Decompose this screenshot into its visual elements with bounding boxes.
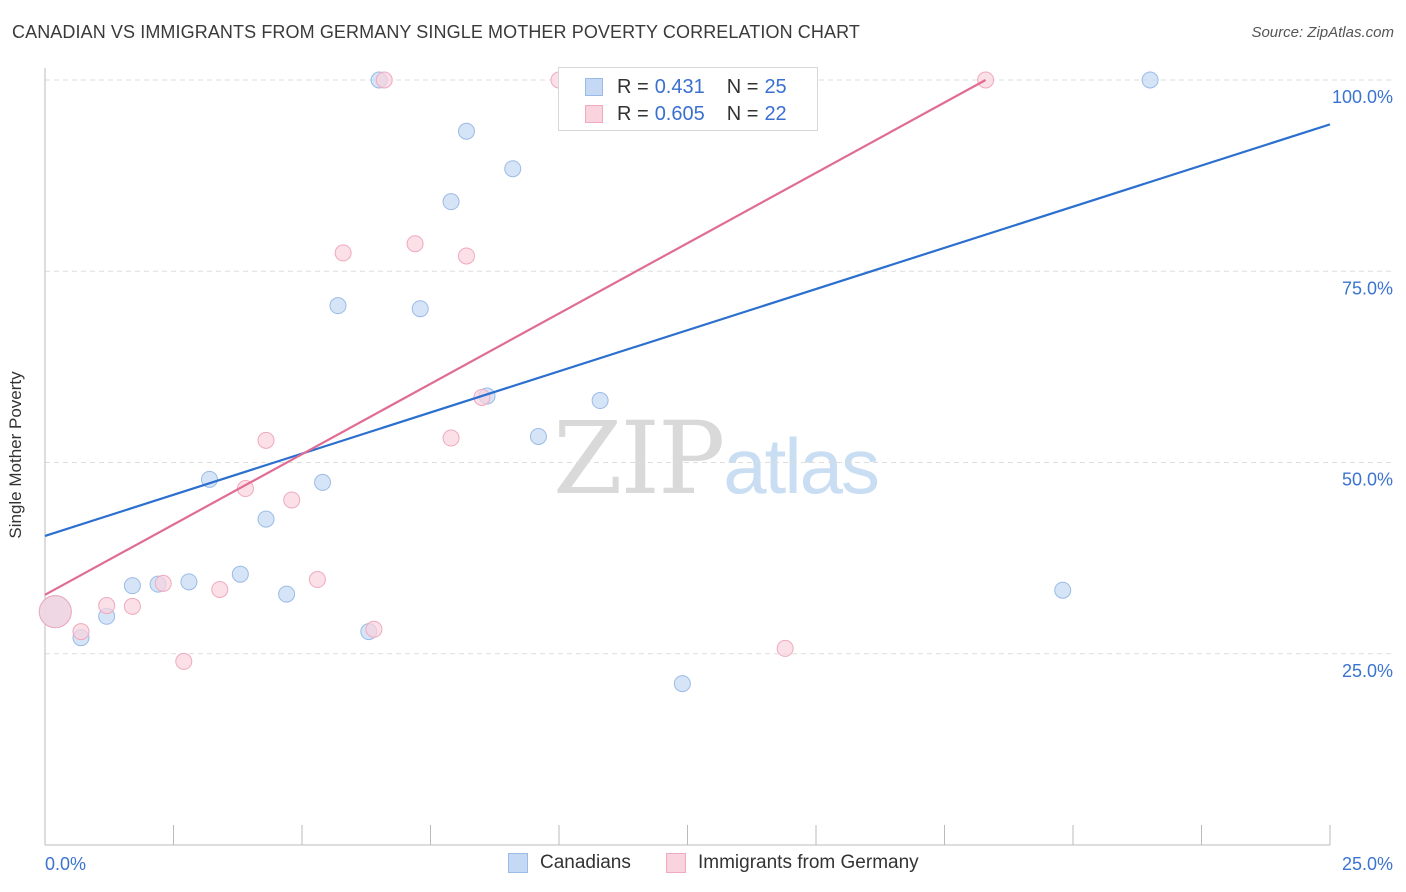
data-point-immigrants-germany: [365, 620, 383, 638]
legend-row-canadians: R = 0.431 N = 25: [585, 75, 787, 99]
x-tick-label: 0.0%: [45, 854, 86, 874]
data-point-canadians: [180, 573, 198, 591]
data-point-canadians: [411, 300, 429, 318]
data-point-immigrants-germany: [334, 244, 352, 262]
legend-swatch-pink: [585, 105, 603, 123]
data-point-immigrants-germany: [442, 429, 460, 447]
legend-item-canadians: Canadians: [508, 852, 631, 874]
data-point-canadians: [257, 510, 275, 528]
data-point-canadians: [1054, 581, 1072, 599]
data-point-canadians: [200, 470, 218, 488]
data-point-immigrants-germany: [257, 431, 275, 449]
legend-row-immigrants-germany: R = 0.605 N = 22: [585, 102, 787, 126]
data-point-immigrants-germany: [457, 247, 475, 265]
data-point-canadians: [457, 122, 475, 140]
legend-n-value: 25: [764, 75, 787, 98]
data-point-canadians: [314, 473, 332, 491]
source-credit: Source: ZipAtlas.com: [1251, 24, 1394, 41]
data-point-canadians: [504, 160, 522, 178]
y-tick-label: 100.0%: [1332, 87, 1393, 107]
trend-line-immigrants-germany: [44, 79, 987, 596]
legend-n-label: N =: [726, 75, 759, 98]
data-point-canadians: [591, 392, 609, 410]
data-point-immigrants-germany: [98, 597, 116, 615]
data-point-canadians: [231, 565, 249, 583]
data-point-immigrants-germany: [375, 71, 393, 89]
legend-label-canadians: Canadians: [540, 852, 631, 873]
data-point-immigrants-germany: [211, 580, 229, 598]
x-tick-label: 25.0%: [1342, 854, 1393, 874]
y-tick-label: 75.0%: [1342, 278, 1393, 298]
legend-swatch-blue: [508, 853, 528, 873]
data-point-canadians: [278, 585, 296, 603]
data-point-canadians: [442, 193, 460, 211]
legend-r-label: R =: [617, 75, 649, 98]
legend-swatch-pink: [666, 853, 686, 873]
watermark: ZIPatlas: [553, 400, 880, 517]
trend-line-canadians: [44, 123, 1331, 537]
legend-r-label: R =: [617, 102, 649, 125]
y-tick-label: 50.0%: [1342, 470, 1393, 490]
y-tick-label: 25.0%: [1342, 661, 1393, 681]
y-axis-label: Single Mother Poverty: [6, 371, 25, 539]
watermark-zip: ZIP: [553, 400, 725, 517]
data-point-canadians: [673, 675, 691, 693]
legend-label-immigrants-germany: Immigrants from Germany: [698, 852, 919, 873]
legend-r-value: 0.605: [654, 102, 705, 125]
correlation-legend: R = 0.431 N = 25 R = 0.605 N = 22: [558, 67, 818, 131]
data-point-canadians: [1141, 71, 1159, 89]
legend-n-label: N =: [726, 102, 759, 125]
series-legend: Canadians Immigrants from Germany: [0, 852, 1406, 878]
data-point-immigrants-germany: [406, 235, 424, 253]
chart-title: CANADIAN VS IMMIGRANTS FROM GERMANY SING…: [12, 22, 860, 42]
legend-r-value: 0.431: [654, 75, 705, 98]
data-point-immigrants-germany: [38, 595, 72, 629]
data-point-canadians: [529, 427, 547, 445]
legend-n-value: 22: [764, 102, 787, 125]
legend-swatch-blue: [585, 78, 603, 96]
data-point-immigrants-germany: [72, 623, 90, 641]
legend-item-immigrants-germany: Immigrants from Germany: [666, 852, 919, 874]
data-point-canadians: [123, 577, 141, 595]
data-point-immigrants-germany: [123, 597, 141, 615]
data-point-immigrants-germany: [154, 574, 172, 592]
data-point-immigrants-germany: [283, 491, 301, 509]
data-point-immigrants-germany: [175, 652, 193, 670]
watermark-atlas: atlas: [723, 422, 880, 510]
data-point-immigrants-germany: [776, 639, 794, 657]
data-point-canadians: [329, 297, 347, 315]
data-point-immigrants-germany: [308, 571, 326, 589]
